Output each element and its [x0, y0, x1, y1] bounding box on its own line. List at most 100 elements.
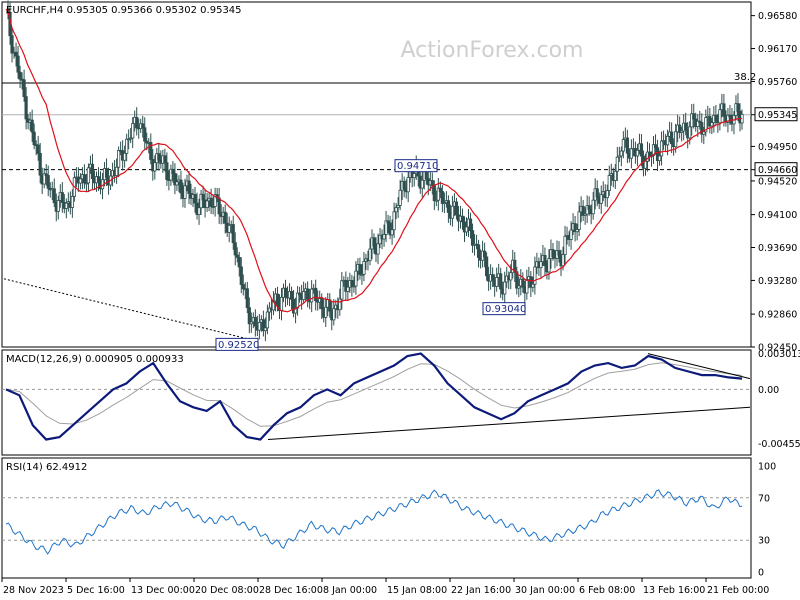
candle-body	[324, 306, 328, 318]
candle-body	[533, 266, 537, 285]
candle-body	[460, 215, 465, 223]
rsi-tick-label: 30	[758, 536, 770, 547]
candle-body	[388, 222, 392, 236]
candle-body	[141, 123, 145, 129]
time-tick-label: 6 Feb 08:00	[579, 585, 635, 596]
candle-body	[476, 244, 481, 258]
candle-body	[406, 177, 410, 193]
candle-body	[420, 179, 424, 189]
candle-body	[674, 131, 678, 148]
candle-body	[468, 218, 473, 231]
ma-line	[5, 8, 743, 313]
candle-body	[115, 166, 119, 176]
annotation-label: 0.94710	[397, 161, 438, 172]
candle-body	[378, 234, 382, 245]
macd-tick-label: -0.00455	[758, 439, 800, 450]
candle-body	[211, 206, 215, 208]
candle-body	[241, 284, 245, 290]
candle-body	[696, 120, 700, 127]
candle-body	[358, 264, 362, 275]
candle-body	[205, 200, 209, 208]
price-tick-label: 0.96170	[758, 44, 797, 55]
candle-body	[173, 173, 177, 186]
candle-body	[84, 182, 89, 185]
candle-body	[659, 140, 664, 157]
candle-body	[247, 307, 251, 325]
time-tick-label: 28 Nov 2023	[3, 585, 64, 596]
time-tick-label: 8 Jan 00:00	[323, 585, 377, 596]
price-levels: 38.2	[2, 72, 756, 171]
candle-body	[470, 230, 475, 246]
candle-body	[722, 103, 726, 117]
candle-body	[605, 190, 609, 199]
candle-body	[561, 254, 565, 267]
macd-line	[5, 352, 743, 441]
price-trendline	[3, 278, 259, 342]
candle-body	[199, 193, 203, 209]
candle-body	[430, 180, 434, 186]
candle-body	[261, 319, 265, 332]
candle-body	[384, 220, 388, 235]
candle-body	[38, 152, 42, 176]
candle-body	[233, 242, 237, 256]
candle-body	[587, 205, 591, 211]
candle-body	[617, 155, 621, 158]
candle-body	[436, 187, 440, 201]
candle-body	[265, 311, 270, 329]
time-tick-label: 28 Dec 16:00	[259, 585, 323, 596]
candle-body	[245, 288, 249, 309]
candle-body	[165, 162, 169, 180]
candle-body	[503, 281, 507, 295]
candle-body	[338, 298, 342, 311]
candle-body	[217, 197, 221, 215]
candle-body	[509, 272, 513, 281]
candle-body	[736, 103, 740, 112]
candle-body	[123, 152, 127, 161]
candle-body	[360, 273, 364, 276]
candle-body	[653, 144, 658, 149]
candle-body	[368, 248, 372, 262]
candle-body	[183, 185, 187, 199]
time-tick-label: 21 Feb 00:00	[707, 585, 769, 596]
candle-body	[591, 199, 595, 215]
candle-body	[344, 279, 348, 292]
candle-body	[96, 176, 101, 182]
price-tag-box	[754, 107, 798, 122]
time-tick-label: 22 Jan 16:00	[451, 585, 511, 596]
candle-body	[32, 131, 36, 146]
time-tick-label: 13 Dec 00:00	[131, 585, 195, 596]
macd-title: MACD(12,26,9) 0.000905 0.000933	[6, 354, 184, 365]
candle-body	[235, 254, 239, 258]
candle-body	[432, 185, 436, 202]
candle-body	[346, 286, 350, 292]
candle-body	[14, 51, 18, 57]
candle-body	[613, 170, 617, 181]
candle-body	[434, 199, 438, 202]
candle-body	[310, 288, 314, 303]
time-tick-label: 5 Dec 16:00	[67, 585, 125, 596]
candle-body	[135, 116, 139, 129]
candle-body	[30, 119, 34, 133]
candle-body	[392, 211, 396, 231]
candle-body	[201, 193, 205, 201]
candle-body	[517, 285, 521, 289]
candle-body	[175, 181, 179, 186]
candle-body	[491, 274, 495, 281]
candle-body	[350, 280, 354, 287]
candle-body	[398, 189, 402, 206]
candle-body	[237, 256, 241, 268]
candle-body	[680, 130, 684, 133]
price-tick-label: 0.93690	[758, 243, 797, 254]
candle-body	[651, 144, 656, 156]
candle-body	[263, 327, 268, 332]
annotation-box	[482, 302, 526, 316]
candle-body	[728, 114, 732, 118]
candle-body	[569, 229, 573, 240]
candle-body	[575, 229, 579, 233]
candle-body	[698, 120, 702, 123]
candle-body	[678, 124, 682, 133]
candle-body	[440, 191, 444, 204]
candle-body	[131, 123, 135, 139]
time-tick-label: 30 Jan 00:00	[515, 585, 575, 596]
candle-body	[619, 150, 623, 157]
